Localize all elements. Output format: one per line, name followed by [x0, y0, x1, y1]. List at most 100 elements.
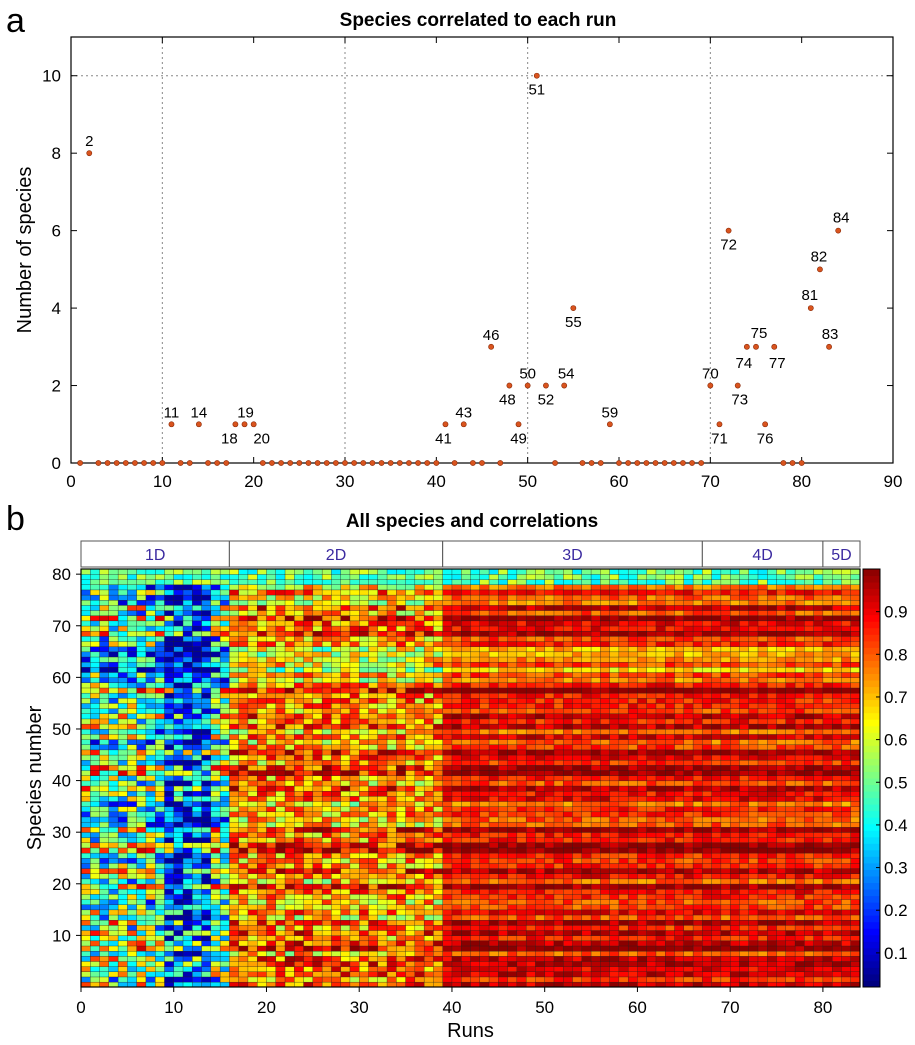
heatmap-cell	[275, 656, 286, 663]
heatmap-cell	[340, 971, 351, 978]
heatmap-cell	[488, 976, 499, 983]
scatter-point	[186, 460, 193, 466]
heatmap-cell	[396, 816, 407, 823]
heatmap-cell	[386, 868, 397, 874]
heatmap-cell	[164, 708, 175, 714]
heatmap-cell	[470, 811, 481, 818]
heatmap-cell	[433, 924, 444, 931]
heatmap-cell	[80, 914, 91, 921]
heatmap-cell	[368, 821, 379, 828]
heatmap-cell	[331, 868, 342, 874]
heatmap-cell	[321, 739, 332, 745]
heatmap-cell	[451, 656, 462, 663]
heatmap-cell	[396, 801, 407, 807]
heatmap-cell	[479, 914, 490, 921]
heatmap-cell	[210, 620, 221, 627]
heatmap-cell	[359, 847, 369, 854]
heatmap-cell	[294, 888, 305, 895]
scatter-point	[734, 382, 741, 389]
heatmap-cell	[544, 888, 555, 895]
heatmap-cell	[396, 646, 407, 653]
heatmap-cell	[331, 770, 342, 776]
heatmap-cell	[451, 816, 462, 823]
heatmap-cell	[331, 883, 342, 890]
heatmap-cell	[192, 692, 203, 699]
heatmap-cell	[266, 847, 277, 854]
heatmap-cell	[516, 883, 527, 890]
heatmap-cell	[461, 842, 471, 849]
heatmap-cell	[182, 677, 193, 684]
heatmap-cell	[368, 924, 379, 931]
heatmap-cell	[340, 718, 351, 725]
heatmap-cell	[423, 904, 434, 911]
heatmap-cell	[284, 780, 295, 787]
heatmap-cell	[414, 878, 425, 885]
heatmap-cell	[553, 899, 564, 905]
heatmap-cell	[266, 584, 277, 591]
heatmap-cell	[303, 759, 314, 766]
heatmap-cell	[572, 568, 583, 575]
heatmap-cell	[572, 739, 583, 745]
heatmap-cell	[294, 966, 305, 972]
heatmap-cell	[572, 687, 583, 694]
heatmap-cell	[164, 826, 175, 833]
heatmap-cell	[99, 656, 110, 663]
heatmap-cell	[173, 568, 184, 575]
heatmap-cell	[192, 599, 203, 606]
heatmap-cell	[618, 702, 629, 709]
heatmap-cell	[488, 635, 499, 642]
heatmap-cell	[498, 852, 509, 859]
heatmap-cell	[349, 625, 360, 632]
heatmap-cell	[136, 682, 147, 689]
heatmap-cell	[136, 744, 147, 751]
heatmap-cell	[321, 692, 332, 699]
heatmap-cell	[433, 723, 444, 730]
heatmap-cell	[80, 687, 91, 694]
heatmap-cell	[488, 914, 499, 921]
heatmap-cell	[442, 852, 453, 859]
heatmap-cell	[609, 666, 620, 673]
heatmap-cell	[600, 635, 611, 642]
heatmap-cell	[442, 821, 453, 828]
heatmap-cell	[108, 821, 119, 828]
heatmap-cell	[155, 801, 165, 807]
heatmap-cell	[247, 687, 258, 694]
heatmap-cell	[164, 785, 175, 792]
heatmap-cell	[433, 589, 444, 596]
heatmap-cell	[553, 930, 564, 936]
heatmap-cell	[145, 801, 156, 807]
heatmap-cell	[553, 620, 564, 627]
heatmap-cell	[498, 692, 509, 699]
heatmap-cell	[99, 702, 110, 709]
heatmap-cell	[525, 728, 536, 735]
heatmap-cell	[516, 635, 527, 642]
heatmap-cell	[442, 868, 453, 874]
heatmap-cell	[321, 909, 332, 916]
heatmap-cell	[553, 904, 564, 911]
heatmap-cell	[99, 930, 110, 936]
heatmap-cell	[312, 620, 323, 627]
heatmap-cell	[368, 811, 379, 818]
heatmap-cell	[488, 961, 499, 967]
heatmap-cell	[155, 811, 165, 818]
heatmap-cell	[99, 604, 110, 611]
heatmap-cell	[535, 661, 546, 668]
heatmap-cell	[136, 749, 147, 756]
heatmap-cell	[433, 682, 444, 689]
heatmap-cell	[386, 641, 397, 647]
heatmap-cell	[266, 759, 277, 766]
heatmap-cell	[127, 630, 138, 637]
heatmap-cell	[572, 672, 583, 678]
heatmap-cell	[451, 599, 462, 606]
heatmap-cell	[396, 904, 407, 911]
heatmap-cell	[627, 950, 638, 957]
heatmap-cell	[247, 976, 258, 983]
heatmap-cell	[201, 945, 212, 952]
heatmap-cell	[433, 883, 444, 890]
heatmap-cell	[423, 692, 434, 699]
heatmap-cell	[90, 641, 101, 647]
heatmap-cell	[164, 976, 175, 983]
heatmap-cell	[572, 893, 583, 900]
heatmap-cell	[600, 749, 611, 756]
scatter-point	[661, 460, 668, 466]
